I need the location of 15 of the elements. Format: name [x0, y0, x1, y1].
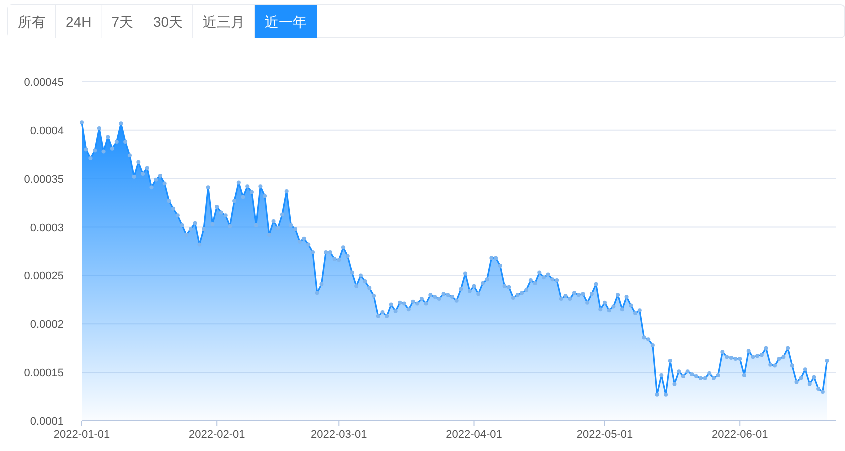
y-tick-label: 0.00035: [24, 174, 64, 186]
x-tick-label: 2022-03-01: [311, 429, 368, 441]
y-tick-label: 0.00025: [24, 270, 64, 283]
x-tick-label: 2022-06-01: [712, 429, 768, 441]
x-tick-label: 2022-02-01: [188, 429, 246, 441]
y-tick-label: 0.00045: [24, 77, 64, 89]
y-tick-label: 0.0001: [30, 416, 64, 428]
x-tick-label: 2022-05-01: [576, 429, 634, 441]
x-tick-label: 2022-01-01: [54, 429, 110, 441]
range-buttons: 所有 24H 7天 30天 近三月 近一年: [8, 4, 845, 38]
y-tick-label: 0.0004: [30, 125, 64, 138]
y-tick-label: 0.0002: [30, 319, 64, 332]
y-tick-label: 0.00015: [24, 368, 64, 380]
x-tick-label: 2022-04-01: [446, 429, 502, 441]
y-tick-label: 0.0003: [30, 222, 64, 234]
